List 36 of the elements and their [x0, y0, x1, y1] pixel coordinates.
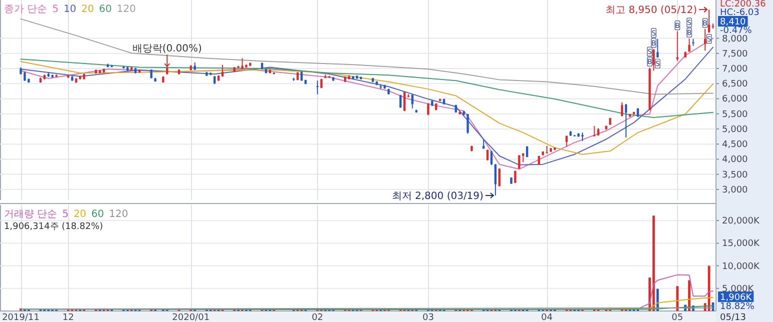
- x-tick-label: 12: [62, 313, 74, 322]
- legend: 거래량 단순 5 20 60 120: [4, 209, 128, 220]
- y-tick-label: 7,000: [722, 64, 748, 75]
- annotation: 1,906,314주 (18.82%): [4, 222, 104, 232]
- text: HC:-6.03: [720, 8, 760, 18]
- legend: 종가 단순 5 10 20 60 120: [4, 4, 136, 15]
- y-tick-label: 7,500: [722, 49, 748, 60]
- annotation: 배당락(0.00%): [132, 44, 202, 55]
- y-tick-label: 4,500: [722, 140, 748, 150]
- text: -0.47%: [720, 26, 752, 36]
- annotation: 배당락(0.00%): [132, 44, 202, 68]
- y-tick-label: 3,000: [722, 185, 748, 196]
- y-tick-label: 5,000: [722, 124, 748, 135]
- y-tick-label: 6,500: [722, 80, 748, 90]
- text: 8,410: [720, 18, 746, 28]
- text: 18.82%: [720, 302, 755, 312]
- x-tick-label: 05: [672, 313, 684, 322]
- x-tick-label: 02: [312, 313, 324, 322]
- x-tick-label: 04: [541, 313, 553, 322]
- y-tick-label: 3,500: [722, 170, 748, 180]
- x-tick-label: 2019/11: [2, 313, 40, 322]
- text: LC:200.36: [720, 0, 766, 10]
- y-tick-label: 15,000K: [722, 239, 760, 250]
- y-tick-label: 20,000K: [722, 216, 760, 227]
- y-tick-label: 8,000: [722, 34, 748, 44]
- y-tick-label: 4,000: [722, 155, 748, 166]
- text: 05/13: [720, 313, 746, 322]
- x-tick-label: 2020/01: [172, 313, 210, 322]
- y-tick-label: 6,000: [722, 94, 748, 105]
- y-tick-label: 5,500: [722, 110, 748, 120]
- x-tick-label: 03: [422, 313, 434, 322]
- y-tick-label: 10,000K: [722, 262, 760, 272]
- text: 1,906K: [720, 293, 753, 303]
- y-tick-label: 5,000K: [722, 284, 755, 294]
- annotation: 최고 8,950 (05/12): [605, 5, 708, 16]
- annotation: 최저 2,800 (03/19): [392, 190, 494, 202]
